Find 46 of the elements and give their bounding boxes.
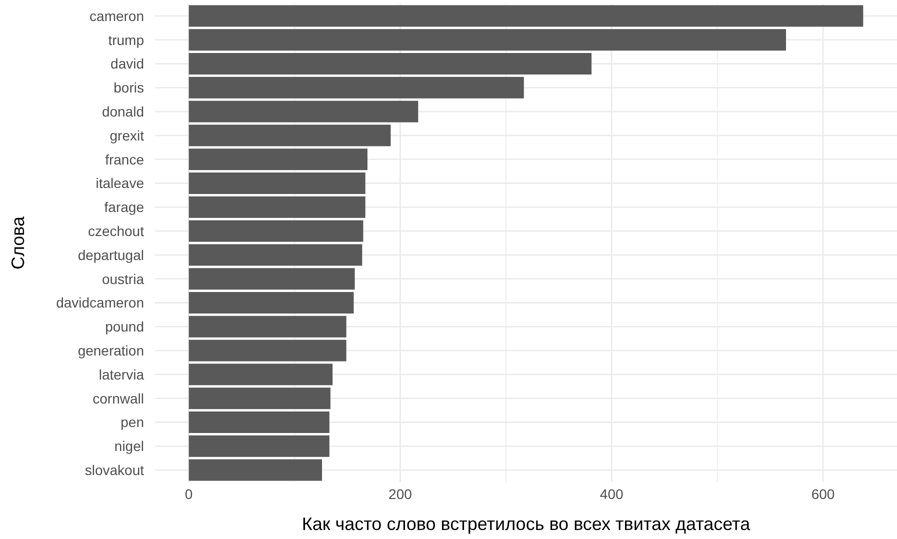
x-tick-label: 200 [388, 486, 412, 502]
y-tick-label: grexit [110, 127, 144, 144]
y-axis-title: Слова [8, 215, 28, 270]
bar [188, 364, 333, 386]
bar [188, 340, 346, 362]
bar [188, 316, 346, 338]
y-tick-label: italeave [96, 175, 144, 192]
y-tick-label: nigel [114, 438, 144, 454]
bar [188, 292, 354, 314]
bar [188, 29, 786, 51]
bar [188, 244, 362, 266]
y-tick-label: trump [108, 32, 144, 48]
y-tick-label: cameron [90, 8, 144, 24]
bar [188, 435, 330, 457]
y-tick-label: generation [78, 342, 144, 358]
x-tick-label: 400 [600, 486, 624, 502]
y-tick-label: pen [120, 414, 144, 430]
bar [188, 124, 391, 146]
bar [188, 196, 366, 218]
y-tick-label: france [105, 151, 144, 168]
x-tick-label: 0 [184, 486, 193, 502]
y-tick-label: pound [105, 318, 144, 335]
x-tick-label: 600 [811, 486, 835, 502]
bar [188, 220, 364, 242]
bar [188, 52, 592, 75]
bar [188, 5, 864, 27]
y-tick-label: farage [104, 199, 144, 216]
y-tick-label: czechout [88, 222, 144, 239]
bar [188, 388, 330, 410]
y-tick-label: cornwall [92, 390, 144, 406]
bar [188, 148, 368, 170]
y-tick-label: departugal [78, 246, 144, 263]
y-tick-label: latervia [98, 366, 144, 382]
y-tick-label: slovakout [84, 462, 144, 478]
bar [188, 100, 418, 122]
bar [188, 76, 524, 98]
bar [188, 268, 355, 290]
y-tick-label: boris [114, 80, 144, 96]
x-axis-title: Как часто слово встретилось во всех твитах датасета [302, 514, 752, 534]
y-tick-label: david [110, 56, 144, 72]
bar [188, 411, 330, 434]
bar [188, 459, 322, 481]
y-tick-label: oustria [102, 270, 144, 287]
y-tick-label: davidcameron [56, 294, 144, 311]
y-tick-label: donald [102, 103, 144, 120]
bar [188, 172, 366, 194]
